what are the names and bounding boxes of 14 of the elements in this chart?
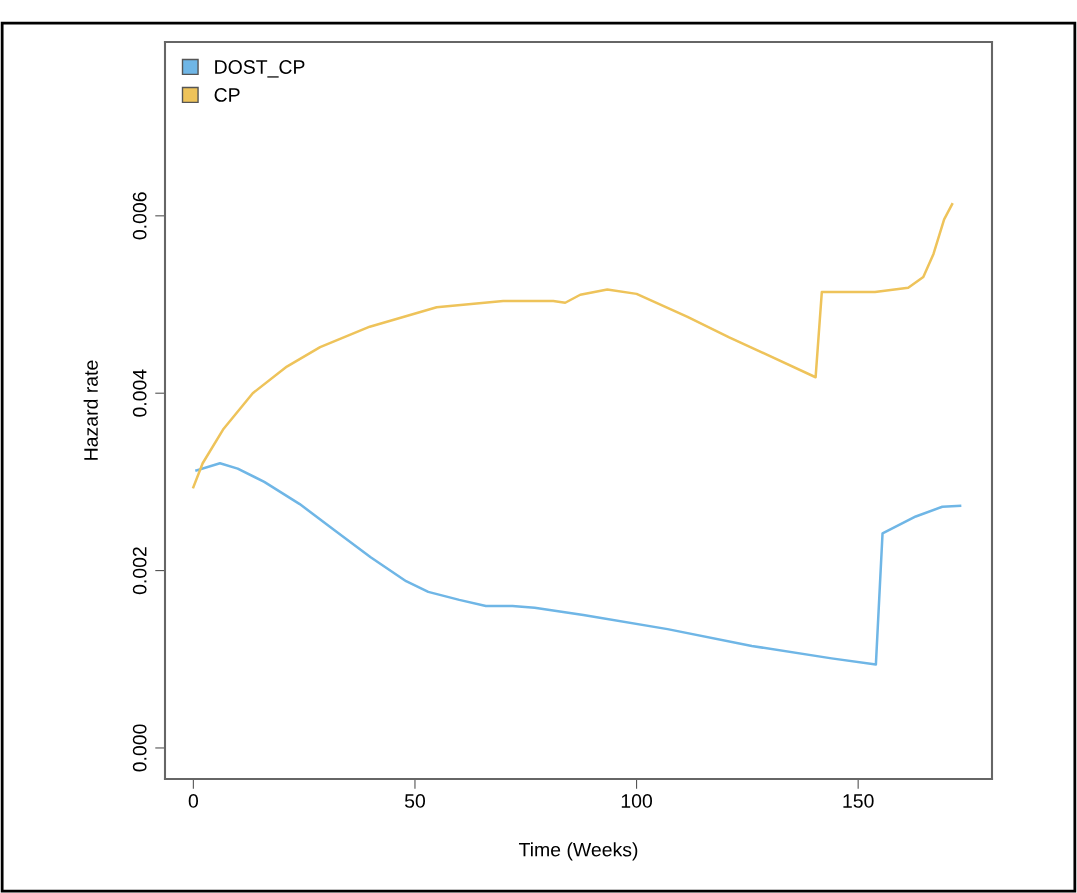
x-tick-label: 100 bbox=[621, 794, 653, 808]
x-axis-title: Time (Weeks) bbox=[518, 842, 638, 861]
x-tick-label: 50 bbox=[404, 794, 426, 808]
x-tick-label: 0 bbox=[188, 794, 199, 808]
line-series bbox=[192, 203, 954, 489]
x-tick-label: 150 bbox=[843, 794, 874, 808]
y-tick-label: 0.002 bbox=[132, 547, 147, 595]
legend-label: DOST_CP bbox=[215, 60, 305, 78]
legend-label: CP bbox=[214, 88, 240, 102]
y-axis-title: Hazard rate bbox=[83, 360, 98, 460]
line-series bbox=[195, 462, 962, 666]
y-tick-label: 0.004 bbox=[132, 369, 147, 417]
y-tick-label: 0.000 bbox=[132, 724, 147, 772]
y-tick-label: 0.006 bbox=[132, 192, 147, 240]
